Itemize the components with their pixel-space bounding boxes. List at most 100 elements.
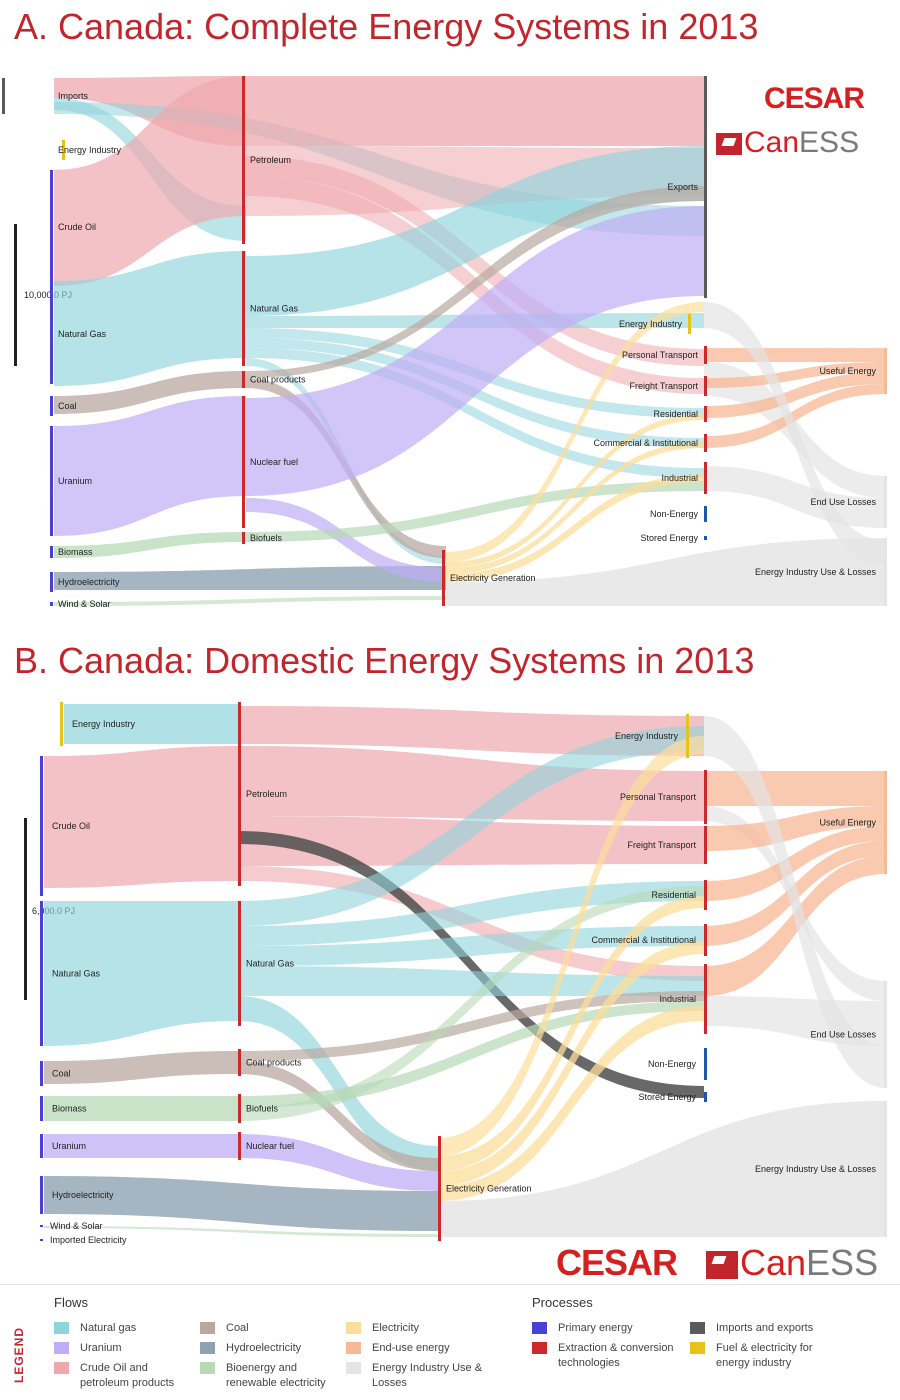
flow-petroleum-exports xyxy=(246,76,704,146)
node-bar-crude-oil xyxy=(40,756,43,896)
node-bar-uranium xyxy=(50,426,53,536)
legend-flow-label: Natural gas xyxy=(80,1322,137,1334)
processes-title: Processes xyxy=(532,1295,593,1310)
node-label-natural-gas: Natural Gas xyxy=(246,959,295,969)
flow-freight-useful xyxy=(704,362,886,388)
node-label-personal-transport: Personal Transport xyxy=(620,792,697,802)
node-label-petroleum: Petroleum xyxy=(246,789,287,799)
node-label-electricity-generation: Electricity Generation xyxy=(446,1184,532,1194)
node-label-energy-industry-use-losses: Energy Industry Use & Losses xyxy=(755,1164,877,1174)
flow-petroleum-stored xyxy=(238,831,704,1098)
legend-process-label: Imports and exports xyxy=(716,1322,814,1334)
node-bar-natural-gas xyxy=(242,251,245,366)
node-bar-wind-solar xyxy=(40,1225,43,1227)
flow-nuclear-exports xyxy=(246,206,704,496)
node-bar-nuclear-fuel xyxy=(238,1132,241,1160)
node-label-coal-products: Coal products xyxy=(250,375,306,385)
node-label-useful-energy: Useful Energy xyxy=(819,366,876,376)
node-label-wind-solar: Wind & Solar xyxy=(50,1221,103,1231)
node-bar-imports xyxy=(2,78,5,114)
legend-swatch xyxy=(690,1342,705,1354)
legend-process-fuel-electricity-for-energy-industry: Fuel & electricity for energy industry xyxy=(690,1341,846,1371)
node-bar-hydroelectricity xyxy=(50,572,53,592)
scale-bar-a xyxy=(14,224,17,366)
legend-swatch xyxy=(54,1362,69,1374)
flow-biomass-biofuels xyxy=(54,532,246,558)
legend-flow-label: Uranium xyxy=(80,1342,122,1354)
legend-swatch xyxy=(346,1362,361,1374)
node-bar-end-use-losses xyxy=(884,476,887,528)
node-label-biofuels: Biofuels xyxy=(250,533,283,543)
legend-process-primary-energy: Primary energy xyxy=(532,1321,688,1336)
node-label-freight-transport: Freight Transport xyxy=(629,381,698,391)
node-label-personal-transport: Personal Transport xyxy=(622,350,699,360)
node-label-imports: Imports xyxy=(58,91,89,101)
flow-petroleum-freight xyxy=(238,816,704,866)
flow-elec-energy-industry xyxy=(446,302,704,562)
flow-coal-electricity xyxy=(238,1061,438,1171)
node-label-stored-energy: Stored Energy xyxy=(638,1092,696,1102)
legend-flow-label: Crude Oil and petroleum products xyxy=(80,1362,175,1389)
node-label-residential: Residential xyxy=(651,890,696,900)
node-bar-crude-oil xyxy=(50,170,53,284)
flows-title: Flows xyxy=(54,1295,88,1310)
flow-elec-residential xyxy=(438,896,704,1171)
flow-wind-electricity xyxy=(54,596,446,606)
node-bar-natural-gas xyxy=(238,901,241,1026)
flow-elec-commercial xyxy=(438,941,704,1186)
flow-hydro-electricity xyxy=(54,566,446,590)
node-bar-hydroelectricity xyxy=(40,1176,43,1214)
legend-process-label: Fuel & electricity for energy industry xyxy=(716,1342,813,1369)
node-bar-commercial-institutional xyxy=(704,434,707,452)
flow-elec-losses xyxy=(438,1101,886,1237)
legend-process-imports-and-exports: Imports and exports xyxy=(690,1321,846,1336)
flow-industrial-losses xyxy=(704,466,886,528)
legend-flow-label: Electricity xyxy=(372,1322,420,1334)
node-bar-biofuels xyxy=(238,1094,241,1123)
node-label-electricity-generation: Electricity Generation xyxy=(450,573,536,583)
legend-flow-natural-gas: Natural gas xyxy=(54,1321,194,1336)
node-label-residential: Residential xyxy=(653,409,698,419)
flow-coal-industrial xyxy=(238,991,704,1061)
flow-energy-industry-losses xyxy=(704,302,886,566)
caness-mark-icon xyxy=(706,1251,738,1280)
legend-swatch xyxy=(346,1322,361,1334)
node-label-coal-products: Coal products xyxy=(246,1058,302,1068)
legend-swatch xyxy=(200,1342,215,1354)
flow-elec-industrial xyxy=(446,474,704,582)
node-label-non-energy: Non-Energy xyxy=(650,509,699,519)
node-bar-industrial xyxy=(704,964,707,1034)
node-bar-energy-industry xyxy=(688,314,691,334)
node-bar-imported-electricity xyxy=(40,1239,43,1241)
node-bar-coal xyxy=(40,1061,43,1086)
panel-a-sankey: 10,000.0 PJ Imports Energy Industry Crude O… xyxy=(2,76,887,609)
flow-elec-industrial xyxy=(438,1006,704,1201)
flow-gas-industrial xyxy=(246,348,704,478)
node-label-energy-industry-use-losses: Energy Industry Use & Losses xyxy=(755,567,877,577)
node-label-stored-energy: Stored Energy xyxy=(640,533,698,543)
legend-side-label: LEGEND xyxy=(12,1326,26,1383)
flow-residential-useful xyxy=(704,372,886,418)
legend-swatch xyxy=(200,1362,215,1374)
node-label-crude-oil: Crude Oil xyxy=(58,222,96,232)
node-bar-personal-transport xyxy=(704,346,707,364)
legend-flow-uranium: Uranium xyxy=(54,1341,194,1356)
flow-petroleum-energy-industry xyxy=(238,706,704,756)
node-bar-energy-industry xyxy=(60,702,63,746)
flow-uranium-nuclear xyxy=(54,396,246,536)
node-bar-coal xyxy=(50,396,53,416)
node-bar-petroleum xyxy=(238,702,241,886)
node-bar-energy-industry-use-losses xyxy=(884,1101,887,1237)
node-bar-electricity-generation xyxy=(438,1136,441,1241)
node-bar-natural-gas xyxy=(40,901,43,1046)
flow-uranium-nuclear xyxy=(44,1134,238,1158)
flow-coal-products xyxy=(44,1051,238,1084)
node-label-wind-solar: Wind & Solar xyxy=(58,599,111,609)
node-label-petroleum: Petroleum xyxy=(250,155,291,165)
flow-gas-exports xyxy=(246,146,704,316)
legend-flow-electricity: Electricity xyxy=(346,1321,486,1336)
flow-petroleum-personal xyxy=(238,746,704,821)
flow-energy-industry-gas xyxy=(64,704,238,744)
node-bar-useful-energy xyxy=(884,348,887,394)
node-label-commercial-institutional: Commercial & Institutional xyxy=(591,935,696,945)
